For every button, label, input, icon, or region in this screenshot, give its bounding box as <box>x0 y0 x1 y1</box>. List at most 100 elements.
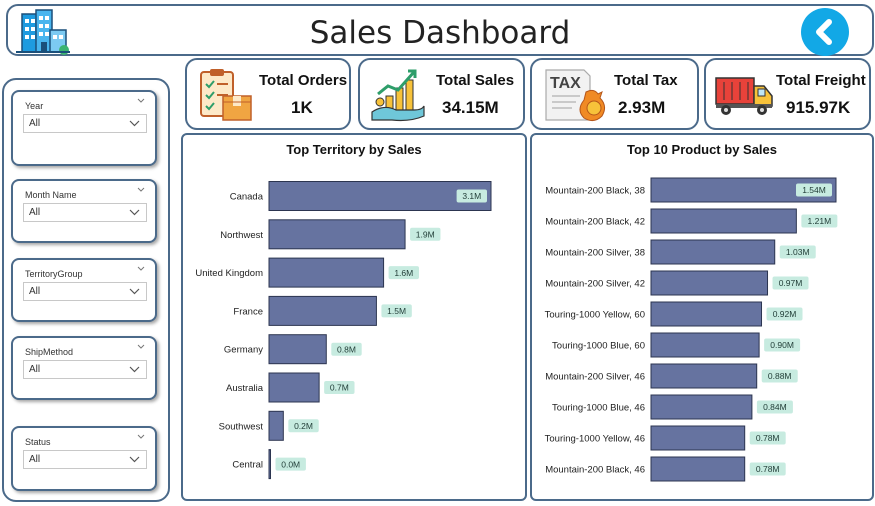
bar[interactable] <box>268 449 271 480</box>
data-label-background <box>410 227 441 241</box>
bar[interactable] <box>650 394 753 420</box>
category-label: Mountain-200 Black, 46 <box>545 465 645 476</box>
category-label: Mountain-200 Black, 38 <box>545 186 645 197</box>
data-label-background <box>324 381 355 394</box>
chart-title: Top Territory by Sales <box>286 142 422 157</box>
dropdown-value: All <box>29 207 41 218</box>
status-dropdown[interactable]: All <box>23 450 147 469</box>
data-label: 0.78M <box>756 433 780 443</box>
category-label: Touring-1000 Yellow, 46 <box>545 434 645 445</box>
chevron-down-icon <box>129 456 140 463</box>
kpi-total-orders: Total Orders 1K <box>185 58 351 130</box>
bar[interactable] <box>268 181 492 211</box>
category-label: Touring-1000 Yellow, 60 <box>545 310 645 321</box>
chevron-down-icon <box>129 209 140 216</box>
category-label: Mountain-200 Black, 42 <box>545 217 645 228</box>
bar[interactable] <box>650 456 746 482</box>
category-label: Mountain-200 Silver, 38 <box>545 248 645 259</box>
data-label-background <box>766 307 803 321</box>
data-label-background <box>764 338 801 352</box>
kpi-total-freight: Total Freight 915.97K <box>704 58 871 130</box>
chevron-down-icon[interactable] <box>137 344 145 350</box>
data-label-background <box>761 369 798 383</box>
ship-method-slicer: ShipMethod All <box>11 336 157 400</box>
data-label-background <box>388 266 419 280</box>
year-dropdown[interactable]: All <box>23 114 147 133</box>
data-label-background <box>756 400 793 414</box>
data-label: 1.21M <box>808 216 832 226</box>
bar[interactable] <box>268 219 406 250</box>
bar[interactable] <box>268 334 327 365</box>
chevron-left-icon <box>816 19 832 45</box>
category-label: Mountain-200 Silver, 42 <box>545 279 645 290</box>
kpi-value: 34.15M <box>442 98 499 117</box>
bar[interactable] <box>268 410 284 441</box>
kpi-total-tax: TAX Total Tax 2.93M <box>530 58 699 130</box>
data-label: 0.78M <box>756 464 780 474</box>
page-title: Sales Dashboard <box>309 15 571 51</box>
category-label: France <box>233 306 263 317</box>
bar[interactable] <box>650 425 746 451</box>
data-label-background <box>772 276 809 290</box>
data-label: 0.2M <box>294 421 313 431</box>
chevron-down-icon <box>129 288 140 295</box>
product-bar-chart: Mountain-200 Black, 38 1.54M Mountain-200 … <box>545 177 838 482</box>
chevron-down-icon[interactable] <box>137 187 145 193</box>
territory-group-dropdown[interactable]: All <box>23 282 147 301</box>
data-label: 0.0M <box>281 459 300 469</box>
data-label-background <box>331 342 362 356</box>
category-label: Germany <box>224 345 263 356</box>
data-label: 0.92M <box>773 309 797 319</box>
month-name-dropdown[interactable]: All <box>23 203 147 222</box>
slicer-title: Month Name <box>25 190 77 200</box>
data-label: 3.1M <box>462 191 481 201</box>
data-label: 1.6M <box>394 268 413 278</box>
bar[interactable] <box>650 270 769 296</box>
data-label-background <box>779 245 816 259</box>
chevron-down-icon[interactable] <box>137 434 145 440</box>
chevron-down-icon <box>129 366 140 373</box>
data-label-background <box>456 189 487 203</box>
office-buildings-icon <box>14 8 72 61</box>
bar[interactable] <box>650 332 760 358</box>
bar[interactable] <box>650 208 797 234</box>
slicer-title: Status <box>25 437 51 447</box>
ship-method-dropdown[interactable]: All <box>23 360 147 379</box>
back-button[interactable] <box>801 8 849 56</box>
category-label: Mountain-200 Silver, 46 <box>545 372 645 383</box>
data-label: 0.84M <box>763 402 787 412</box>
bar[interactable] <box>650 301 763 327</box>
data-label: 0.88M <box>768 371 792 381</box>
dropdown-value: All <box>29 286 41 297</box>
territory-group-slicer: TerritoryGroup All <box>11 258 157 322</box>
data-label: 1.03M <box>786 247 810 257</box>
data-label-background <box>381 304 412 318</box>
kpi-value: 915.97K <box>786 98 851 117</box>
data-label-background <box>796 183 832 197</box>
kpi-label: Total Freight <box>776 72 866 89</box>
bar[interactable] <box>268 372 320 403</box>
slicer-title: TerritoryGroup <box>25 269 83 279</box>
chevron-down-icon[interactable] <box>137 266 145 272</box>
category-label: United Kingdom <box>195 268 263 279</box>
tax-document-icon: TAX <box>540 66 610 129</box>
data-label: 1.9M <box>416 230 435 240</box>
data-label-background <box>749 431 786 445</box>
data-label-background <box>749 462 786 476</box>
chevron-down-icon[interactable] <box>137 98 145 104</box>
data-label: 0.7M <box>330 383 349 393</box>
slicer-title: ShipMethod <box>25 347 74 357</box>
growth-hand-coins-icon <box>370 66 428 129</box>
data-label: 0.8M <box>337 344 356 354</box>
month-name-slicer: Month Name All <box>11 179 157 243</box>
bar[interactable] <box>650 239 776 265</box>
data-label-background <box>275 457 306 471</box>
product-sales-chart: Top 10 Product by Sales Mountain-200 Bla… <box>530 133 874 501</box>
bar[interactable] <box>650 363 758 389</box>
bar[interactable] <box>268 295 377 326</box>
category-label: Australia <box>226 383 264 394</box>
bar[interactable] <box>268 257 385 288</box>
year-slicer: Year All <box>11 90 157 166</box>
kpi-total-sales: Total Sales 34.15M <box>358 58 525 130</box>
category-label: Canada <box>230 192 264 203</box>
